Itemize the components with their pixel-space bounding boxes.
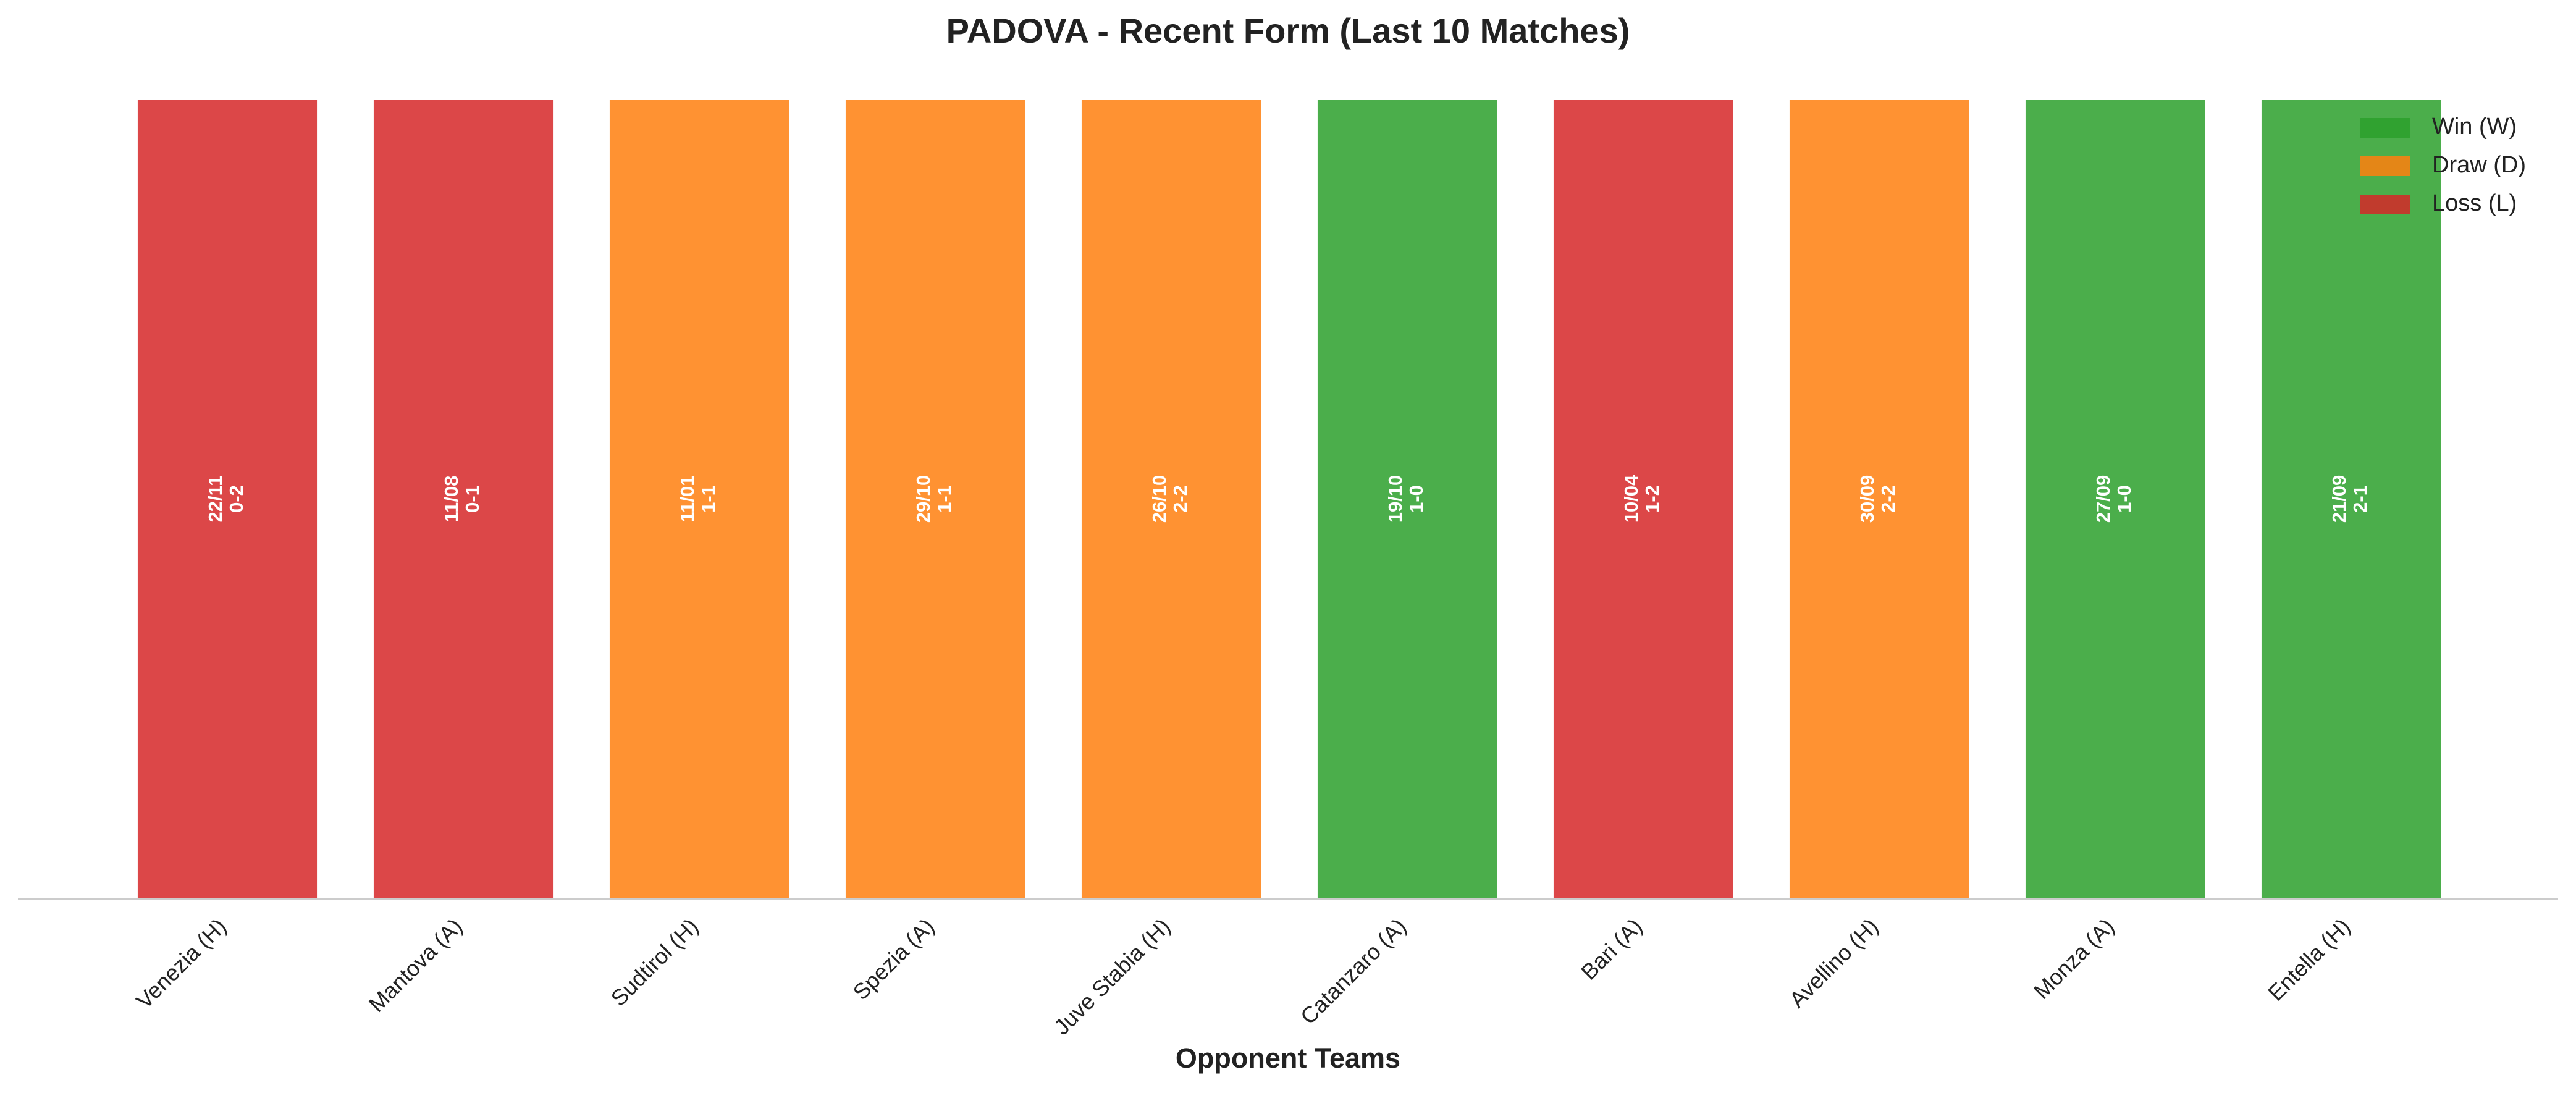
bar: [135, 98, 320, 900]
bar-score-label: 1-1: [697, 485, 719, 513]
bar: [1551, 98, 1736, 900]
legend-label: Win (W): [2432, 114, 2517, 140]
bar-date-label: 11/08: [440, 476, 462, 523]
bar-score-label: 1-0: [2113, 485, 2135, 513]
bar-date-label: 11/01: [676, 476, 698, 523]
legend-label: Loss (L): [2432, 190, 2517, 216]
bar-date-label: 26/10: [1148, 475, 1170, 523]
bar: [1315, 98, 1500, 900]
bar-date-label: 22/11: [204, 476, 226, 523]
bar: [2258, 98, 2444, 900]
bar-score-label: 1-1: [933, 485, 955, 513]
bar: [1787, 98, 1972, 900]
bar-date-label: 27/09: [2092, 475, 2114, 523]
bar-date-label: 21/09: [2328, 475, 2350, 523]
bar-score-label: 0-2: [225, 485, 247, 513]
bar-score-label: 2-2: [1877, 485, 1899, 513]
x-axis-label: Opponent Teams: [1176, 1042, 1400, 1074]
bar-score-label: 1-0: [1405, 485, 1427, 513]
legend-swatch: [2360, 195, 2410, 214]
bar-score-label: 1-2: [1641, 485, 1663, 513]
bar-date-label: 29/10: [912, 475, 934, 523]
bar-score-label: 2-1: [2349, 485, 2371, 513]
bar-date-label: 19/10: [1384, 475, 1406, 523]
bar: [843, 98, 1028, 900]
bar: [2022, 98, 2208, 900]
legend-swatch: [2360, 118, 2410, 138]
bar: [371, 98, 556, 900]
bar-date-label: 10/04: [1620, 475, 1642, 523]
bar: [1079, 98, 1264, 900]
bar-date-label: 30/09: [1856, 475, 1878, 523]
legend-label: Draw (D): [2432, 152, 2526, 178]
legend-swatch: [2360, 156, 2410, 176]
chart-title: PADOVA - Recent Form (Last 10 Matches): [946, 11, 1630, 50]
bar-score-label: 0-1: [461, 485, 483, 513]
bar-score-label: 2-2: [1169, 485, 1191, 513]
